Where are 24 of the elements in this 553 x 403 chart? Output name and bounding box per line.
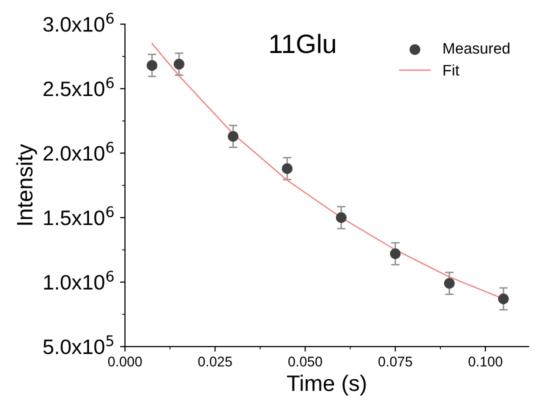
y-tick-label: 1.0x10$^{6}$ (44, 270, 114, 290)
x-tick-label: 0.000 (108, 356, 142, 367)
point (146, 60, 158, 71)
y-tick-label: 3.0x10$^{6}$ (43, 12, 114, 32)
point (282, 163, 293, 174)
point (228, 131, 238, 142)
y-axis-title: Intensity (16, 144, 37, 225)
y-tick-label: 2.0x10$^{6}$ (44, 142, 114, 161)
x-tick-label: 0.100 (468, 356, 502, 367)
point (336, 212, 347, 223)
legend-label: Fit (444, 64, 460, 76)
y-tick-label: 5.0x10$^{5}$ (43, 335, 114, 354)
x-tick-label: 0.075 (378, 356, 412, 367)
point (174, 58, 184, 70)
legend-label: Measured (444, 42, 510, 54)
x-tick-label: 0.025 (198, 356, 232, 367)
chart-title: 11Glu (270, 34, 336, 54)
point (444, 278, 455, 289)
x-tick-label: 0.050 (288, 356, 322, 367)
y-tick-label: 2.5x10$^{6}$ (44, 77, 114, 96)
y-tick-label: 1.5x10$^{6}$ (44, 206, 114, 226)
point (498, 294, 509, 304)
point (390, 248, 401, 260)
x-axis-title: Time (s) (287, 374, 366, 396)
